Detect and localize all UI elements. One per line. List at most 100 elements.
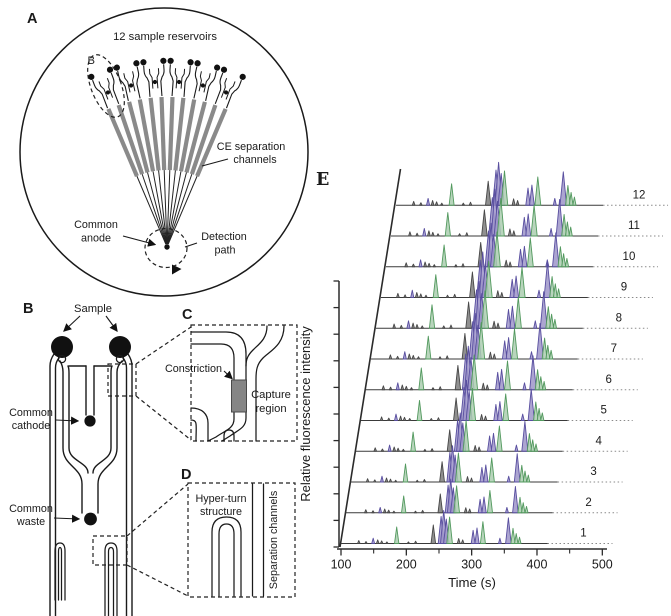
peak-green-peak xyxy=(402,463,409,483)
peak-dark-gray-peak xyxy=(438,356,442,360)
cathode-dot xyxy=(152,79,158,85)
injector-unit xyxy=(140,57,167,97)
peak-dark-gray-peak xyxy=(398,415,403,421)
peak-dark-gray-peak xyxy=(423,261,428,268)
peak-purple-peak xyxy=(529,184,535,206)
peak-dark-gray-peak xyxy=(445,355,449,360)
trace-number-label: 8 xyxy=(616,312,622,324)
ce-channel-wide xyxy=(137,99,156,172)
ce-channel-fan xyxy=(88,57,246,245)
peak-green-peak xyxy=(470,354,479,391)
peak-dark-gray-peak xyxy=(411,263,416,268)
trace-number-label: 4 xyxy=(595,435,602,447)
peak-dark-gray-peak xyxy=(395,355,400,360)
peak-dark-gray-peak xyxy=(420,509,425,514)
peak-purple-peak xyxy=(387,444,392,452)
trace-number-label: 10 xyxy=(623,251,636,263)
peak-purple-peak xyxy=(497,401,503,421)
trace-12: 12 xyxy=(396,161,669,206)
peak-dark-gray-peak xyxy=(408,418,412,421)
peak-purple-peak xyxy=(539,291,548,329)
ce-channel-thin xyxy=(166,170,171,245)
peak-dark-gray-peak xyxy=(392,323,396,329)
peak-dark-gray-peak xyxy=(380,448,385,452)
injector-inner-walls xyxy=(174,68,186,89)
hyper-turn-label-line2: structure xyxy=(200,506,242,518)
injector-outline xyxy=(169,64,191,97)
peak-dark-gray-peak xyxy=(507,228,512,237)
peak-dark-gray-peak xyxy=(504,259,509,268)
panel-c-label: C xyxy=(182,307,193,323)
separation-channels-label: Separation channels xyxy=(268,490,280,589)
peak-dark-gray-peak xyxy=(404,385,409,391)
peak-green-peak xyxy=(418,367,425,391)
peak-dark-gray-peak xyxy=(399,324,404,329)
peak-dark-gray-peak xyxy=(402,416,407,421)
peak-dark-gray-peak xyxy=(382,508,387,514)
peak-dark-gray-peak xyxy=(431,231,435,237)
peak-purple-peak xyxy=(380,475,384,483)
peak-dark-gray-peak xyxy=(420,325,424,329)
peak-green-peak xyxy=(500,170,509,206)
sample-reservoir-dot xyxy=(239,73,246,80)
ce-channel-thin xyxy=(167,175,198,245)
peak-purple-peak xyxy=(514,444,519,452)
peak-dark-gray-peak xyxy=(430,524,437,544)
peak-purple-peak xyxy=(522,382,527,391)
peak-dark-gray-peak xyxy=(461,333,469,360)
peak-green-peak xyxy=(568,191,574,206)
peak-purple-peak xyxy=(521,420,529,452)
detection-path-circle xyxy=(144,227,188,269)
peak-dark-gray-peak xyxy=(385,541,389,544)
common-anode-label-line1: Common xyxy=(74,219,118,231)
x-axis-tick-label: 500 xyxy=(592,558,613,572)
peak-dark-gray-peak xyxy=(357,540,361,544)
ce-channel-thin xyxy=(147,172,167,245)
peak-purple-peak xyxy=(521,245,528,268)
ce-channel-thin xyxy=(141,173,167,245)
waterfall-slant-axis xyxy=(339,168,402,548)
ce-channel-wide xyxy=(127,101,150,174)
trace-number-label: 3 xyxy=(590,466,596,478)
ce-channel-wide xyxy=(116,104,145,175)
peak-purple-peak xyxy=(505,309,512,329)
sample-reservoir-dot xyxy=(187,59,194,66)
peak-dark-gray-peak xyxy=(449,324,453,329)
cathode-dot xyxy=(223,90,229,95)
peak-dark-gray-peak xyxy=(418,293,423,298)
trace-1: 1 xyxy=(340,510,613,545)
injector-channel-network xyxy=(49,353,133,616)
ce-channel-wide xyxy=(148,97,161,171)
peak-purple-peak xyxy=(487,435,493,452)
capture-region-rect xyxy=(231,379,247,413)
peak-dark-gray-peak xyxy=(396,447,400,452)
injector-unit xyxy=(214,66,246,109)
peak-purple-peak xyxy=(498,537,502,544)
peak-dark-gray-peak xyxy=(477,446,481,452)
common-waste-reservoir-dot xyxy=(84,512,97,526)
peak-purple-peak xyxy=(529,351,534,360)
peak-dark-gray-peak xyxy=(401,448,406,452)
peak-green-peak xyxy=(534,176,542,206)
peak-dark-gray-peak xyxy=(404,262,409,268)
peak-dark-gray-peak xyxy=(409,387,414,391)
peak-dark-gray-peak xyxy=(408,231,412,237)
electropherogram-waterfall: 100 200 300 400 500 12 11 10 9 8 7 6 5 4 3 2 1 xyxy=(331,161,669,572)
peak-purple-peak xyxy=(483,464,489,483)
peak-purple-peak xyxy=(517,248,524,268)
x-axis-tick-label: 200 xyxy=(396,558,417,572)
panel-d-inset-box xyxy=(187,482,296,598)
peak-green-peak xyxy=(557,246,564,268)
peak-green-peak xyxy=(568,226,573,237)
peak-dark-gray-peak xyxy=(415,479,419,483)
peak-dark-gray-peak xyxy=(454,264,458,268)
peak-green-peak xyxy=(517,536,522,544)
peak-dark-gray-peak xyxy=(407,353,412,360)
sample-reservoir-dot xyxy=(113,64,120,71)
peak-dark-gray-peak xyxy=(386,509,391,514)
peak-dark-gray-peak xyxy=(440,202,444,206)
trace-number-label: 5 xyxy=(600,405,606,417)
peak-dark-gray-peak xyxy=(424,294,428,298)
sample-reservoir-dot xyxy=(194,60,201,67)
peak-purple-peak xyxy=(371,537,376,544)
